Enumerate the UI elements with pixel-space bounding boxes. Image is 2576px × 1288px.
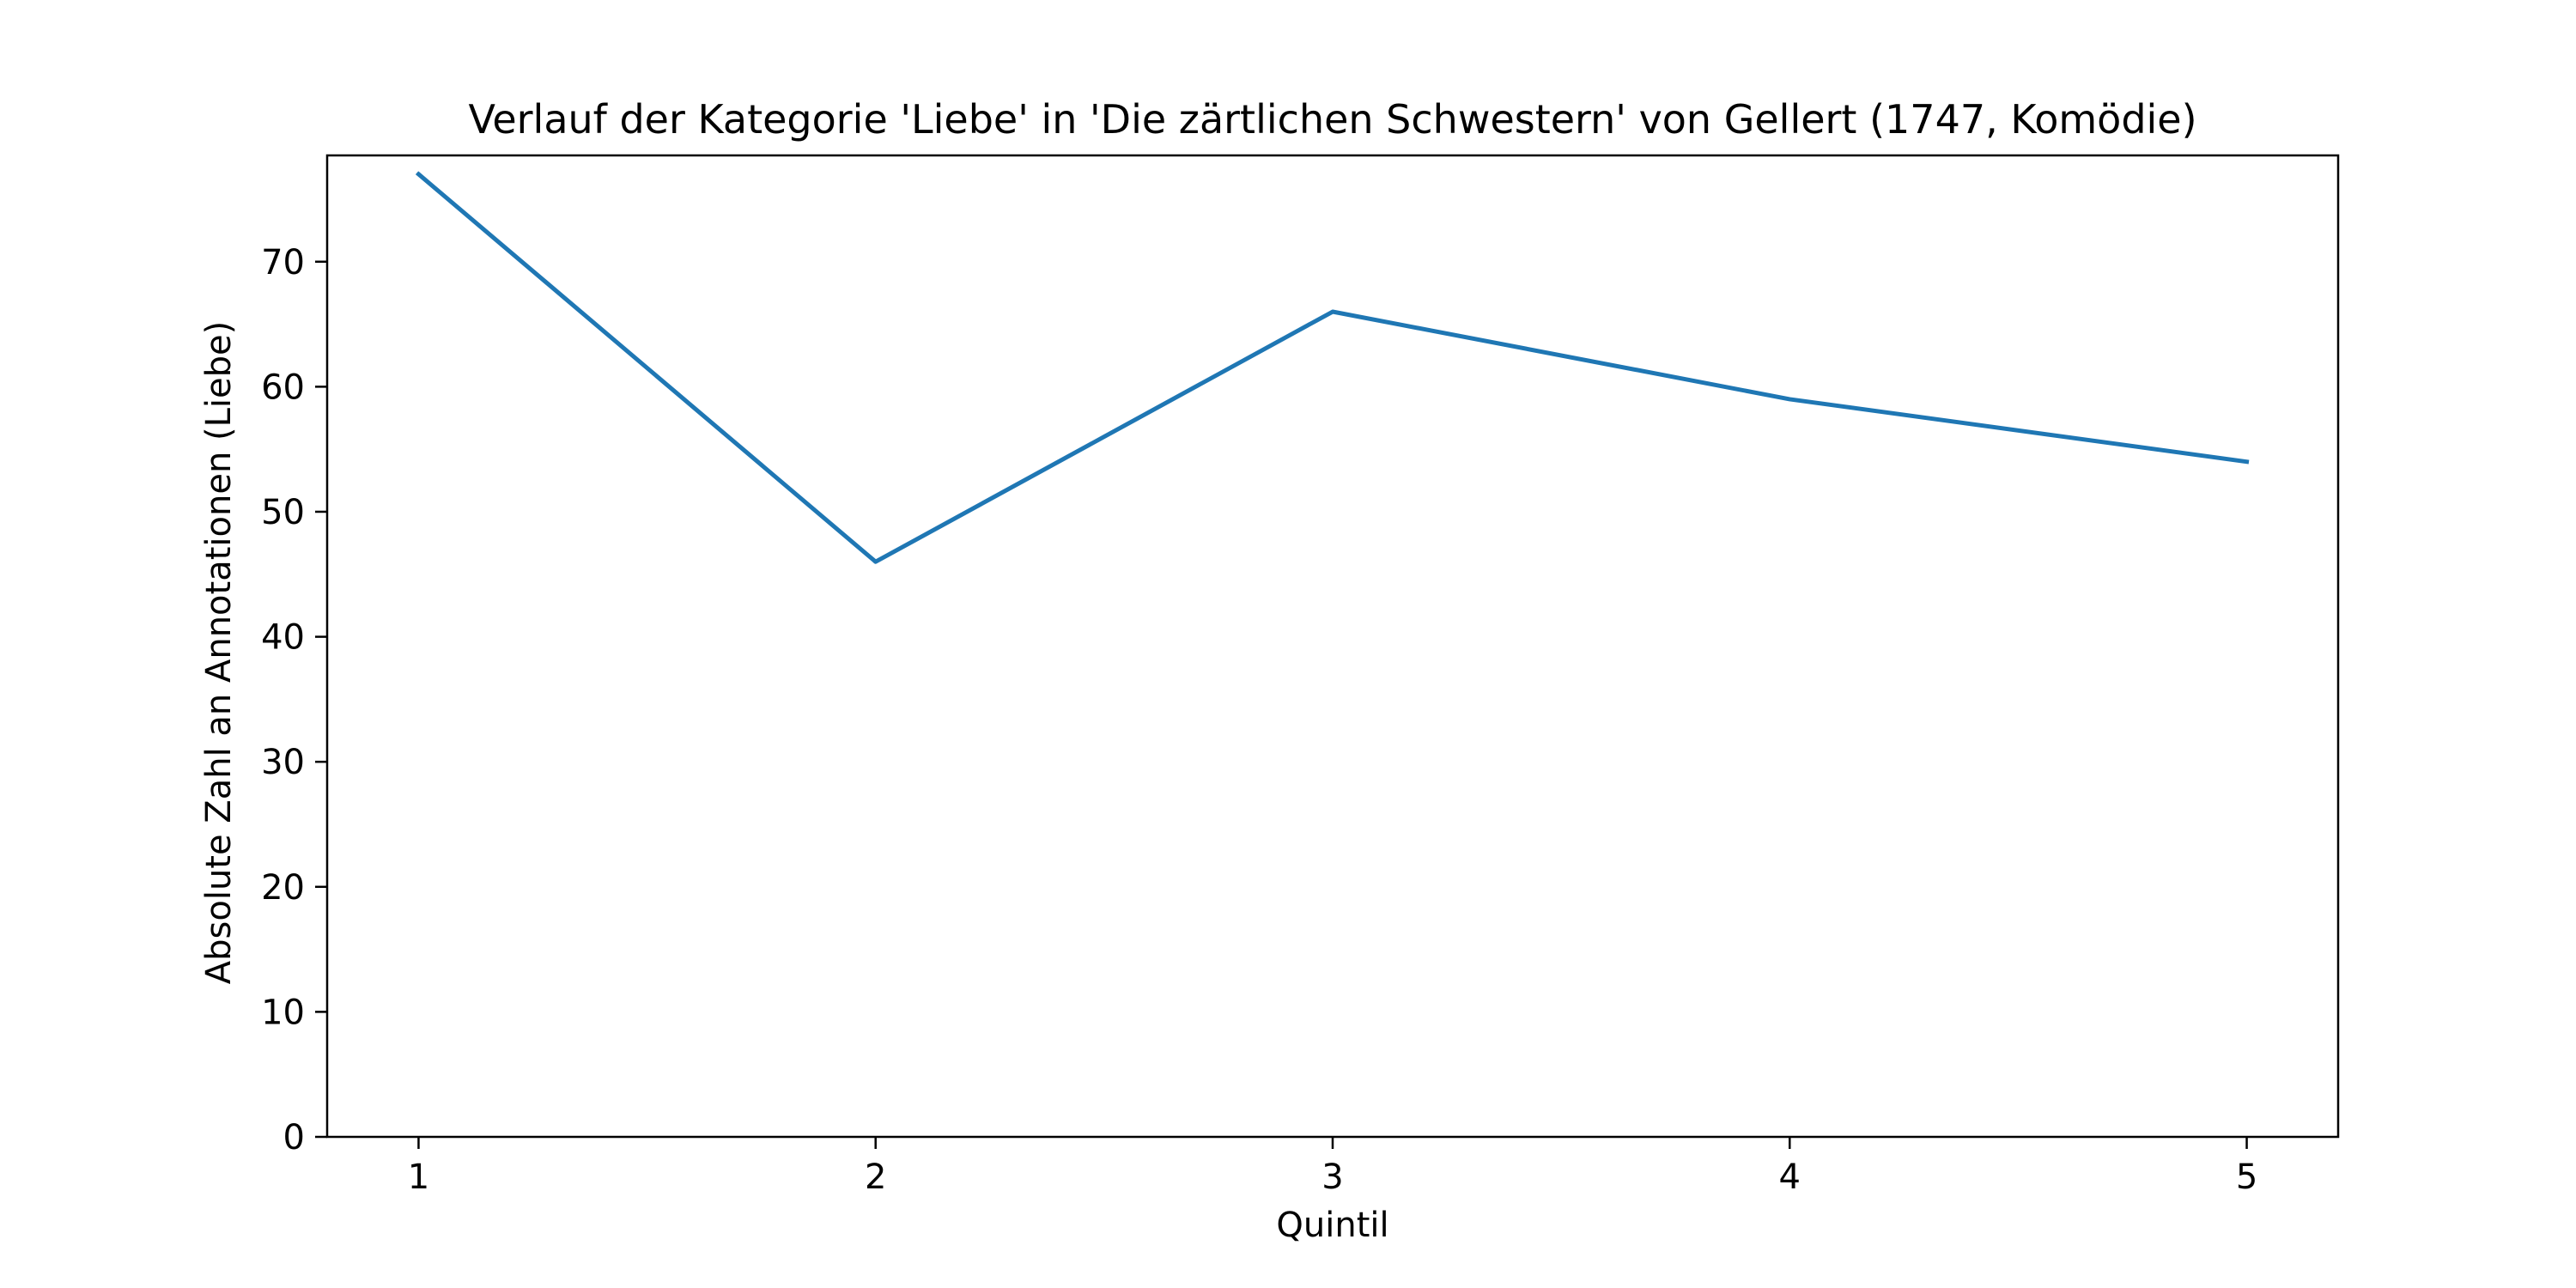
y-tick-label: 20	[261, 868, 305, 908]
y-tick-label: 70	[261, 243, 305, 283]
x-axis-ticks: 1 2 3 4 5	[408, 1137, 2257, 1197]
x-tick-label: 1	[408, 1157, 429, 1197]
y-tick-label: 0	[283, 1118, 305, 1157]
y-axis-label: Absolute Zahl an Annotationen (Liebe)	[199, 321, 239, 984]
series-line-1	[415, 171, 2250, 564]
plot-frame	[325, 154, 2340, 1139]
x-axis-label: Quintil	[1276, 1206, 1388, 1245]
x-tick-label: 3	[1321, 1157, 1343, 1197]
x-tick-label: 5	[2236, 1157, 2257, 1197]
y-tick-label: 30	[261, 743, 305, 782]
x-tick-label: 2	[865, 1157, 886, 1197]
chart-title: Verlauf der Kategorie 'Liebe' in 'Die zä…	[468, 96, 2196, 143]
y-tick-label: 60	[261, 368, 305, 407]
y-tick-label: 10	[261, 993, 305, 1032]
y-axis-ticks: 0 10 20 30 40 50 60 70	[261, 243, 327, 1157]
x-tick-label: 4	[1779, 1157, 1801, 1197]
y-tick-label: 40	[261, 618, 305, 658]
series-layer	[415, 171, 2250, 564]
y-tick-label: 50	[261, 493, 305, 532]
